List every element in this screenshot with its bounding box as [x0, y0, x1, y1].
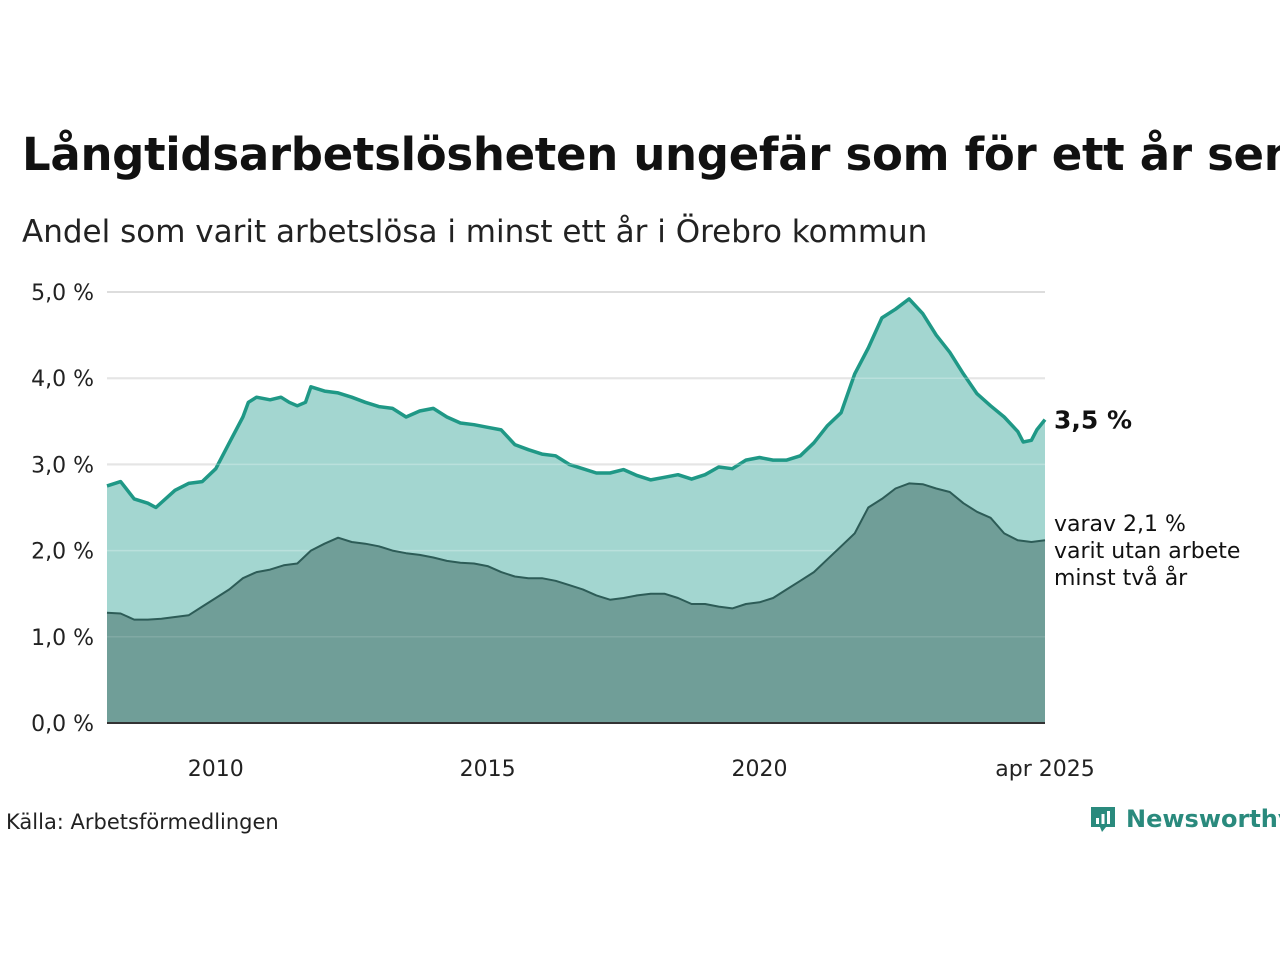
y-tick-label: 5,0 %	[31, 281, 94, 306]
y-tick-label: 2,0 %	[31, 540, 94, 565]
y-tick-label: 3,0 %	[31, 453, 94, 478]
long-series-area	[107, 483, 1045, 723]
y-axis: 0,0 % 1,0 % 2,0 % 3,0 % 4,0 % 5,0 %	[31, 281, 94, 737]
end-label-total: 3,5 %	[1054, 406, 1132, 435]
x-tick-label: 2015	[460, 757, 516, 782]
newsworthy-logo-icon	[1091, 807, 1115, 832]
chart-title: Långtidsarbetslösheten ungefär som för e…	[22, 128, 1280, 181]
total-series-line	[106, 297, 1047, 510]
end-label-long-line: varav 2,1 %	[1054, 512, 1186, 537]
brand-name: Newsworthy	[1126, 805, 1280, 833]
end-label-long-line: varit utan arbete	[1054, 539, 1240, 564]
x-tick-label: 2010	[188, 757, 244, 782]
x-axis: 2010 2015 2020 apr 2025	[188, 757, 1095, 782]
y-tick-label: 0,0 %	[31, 712, 94, 737]
x-tick-label: apr 2025	[995, 757, 1094, 782]
area-layer	[106, 297, 1047, 724]
brand-logo[interactable]: Newsworthy	[1088, 804, 1280, 834]
y-tick-label: 1,0 %	[31, 626, 94, 651]
x-tick-label: 2020	[732, 757, 788, 782]
end-label-long-line: minst två år	[1054, 565, 1188, 591]
long-series-line	[106, 482, 1046, 621]
source-note: Källa: Arbetsförmedlingen	[6, 810, 279, 834]
chart-subtitle: Andel som varit arbetslösa i minst ett å…	[22, 214, 928, 250]
y-tick-label: 4,0 %	[31, 367, 94, 392]
